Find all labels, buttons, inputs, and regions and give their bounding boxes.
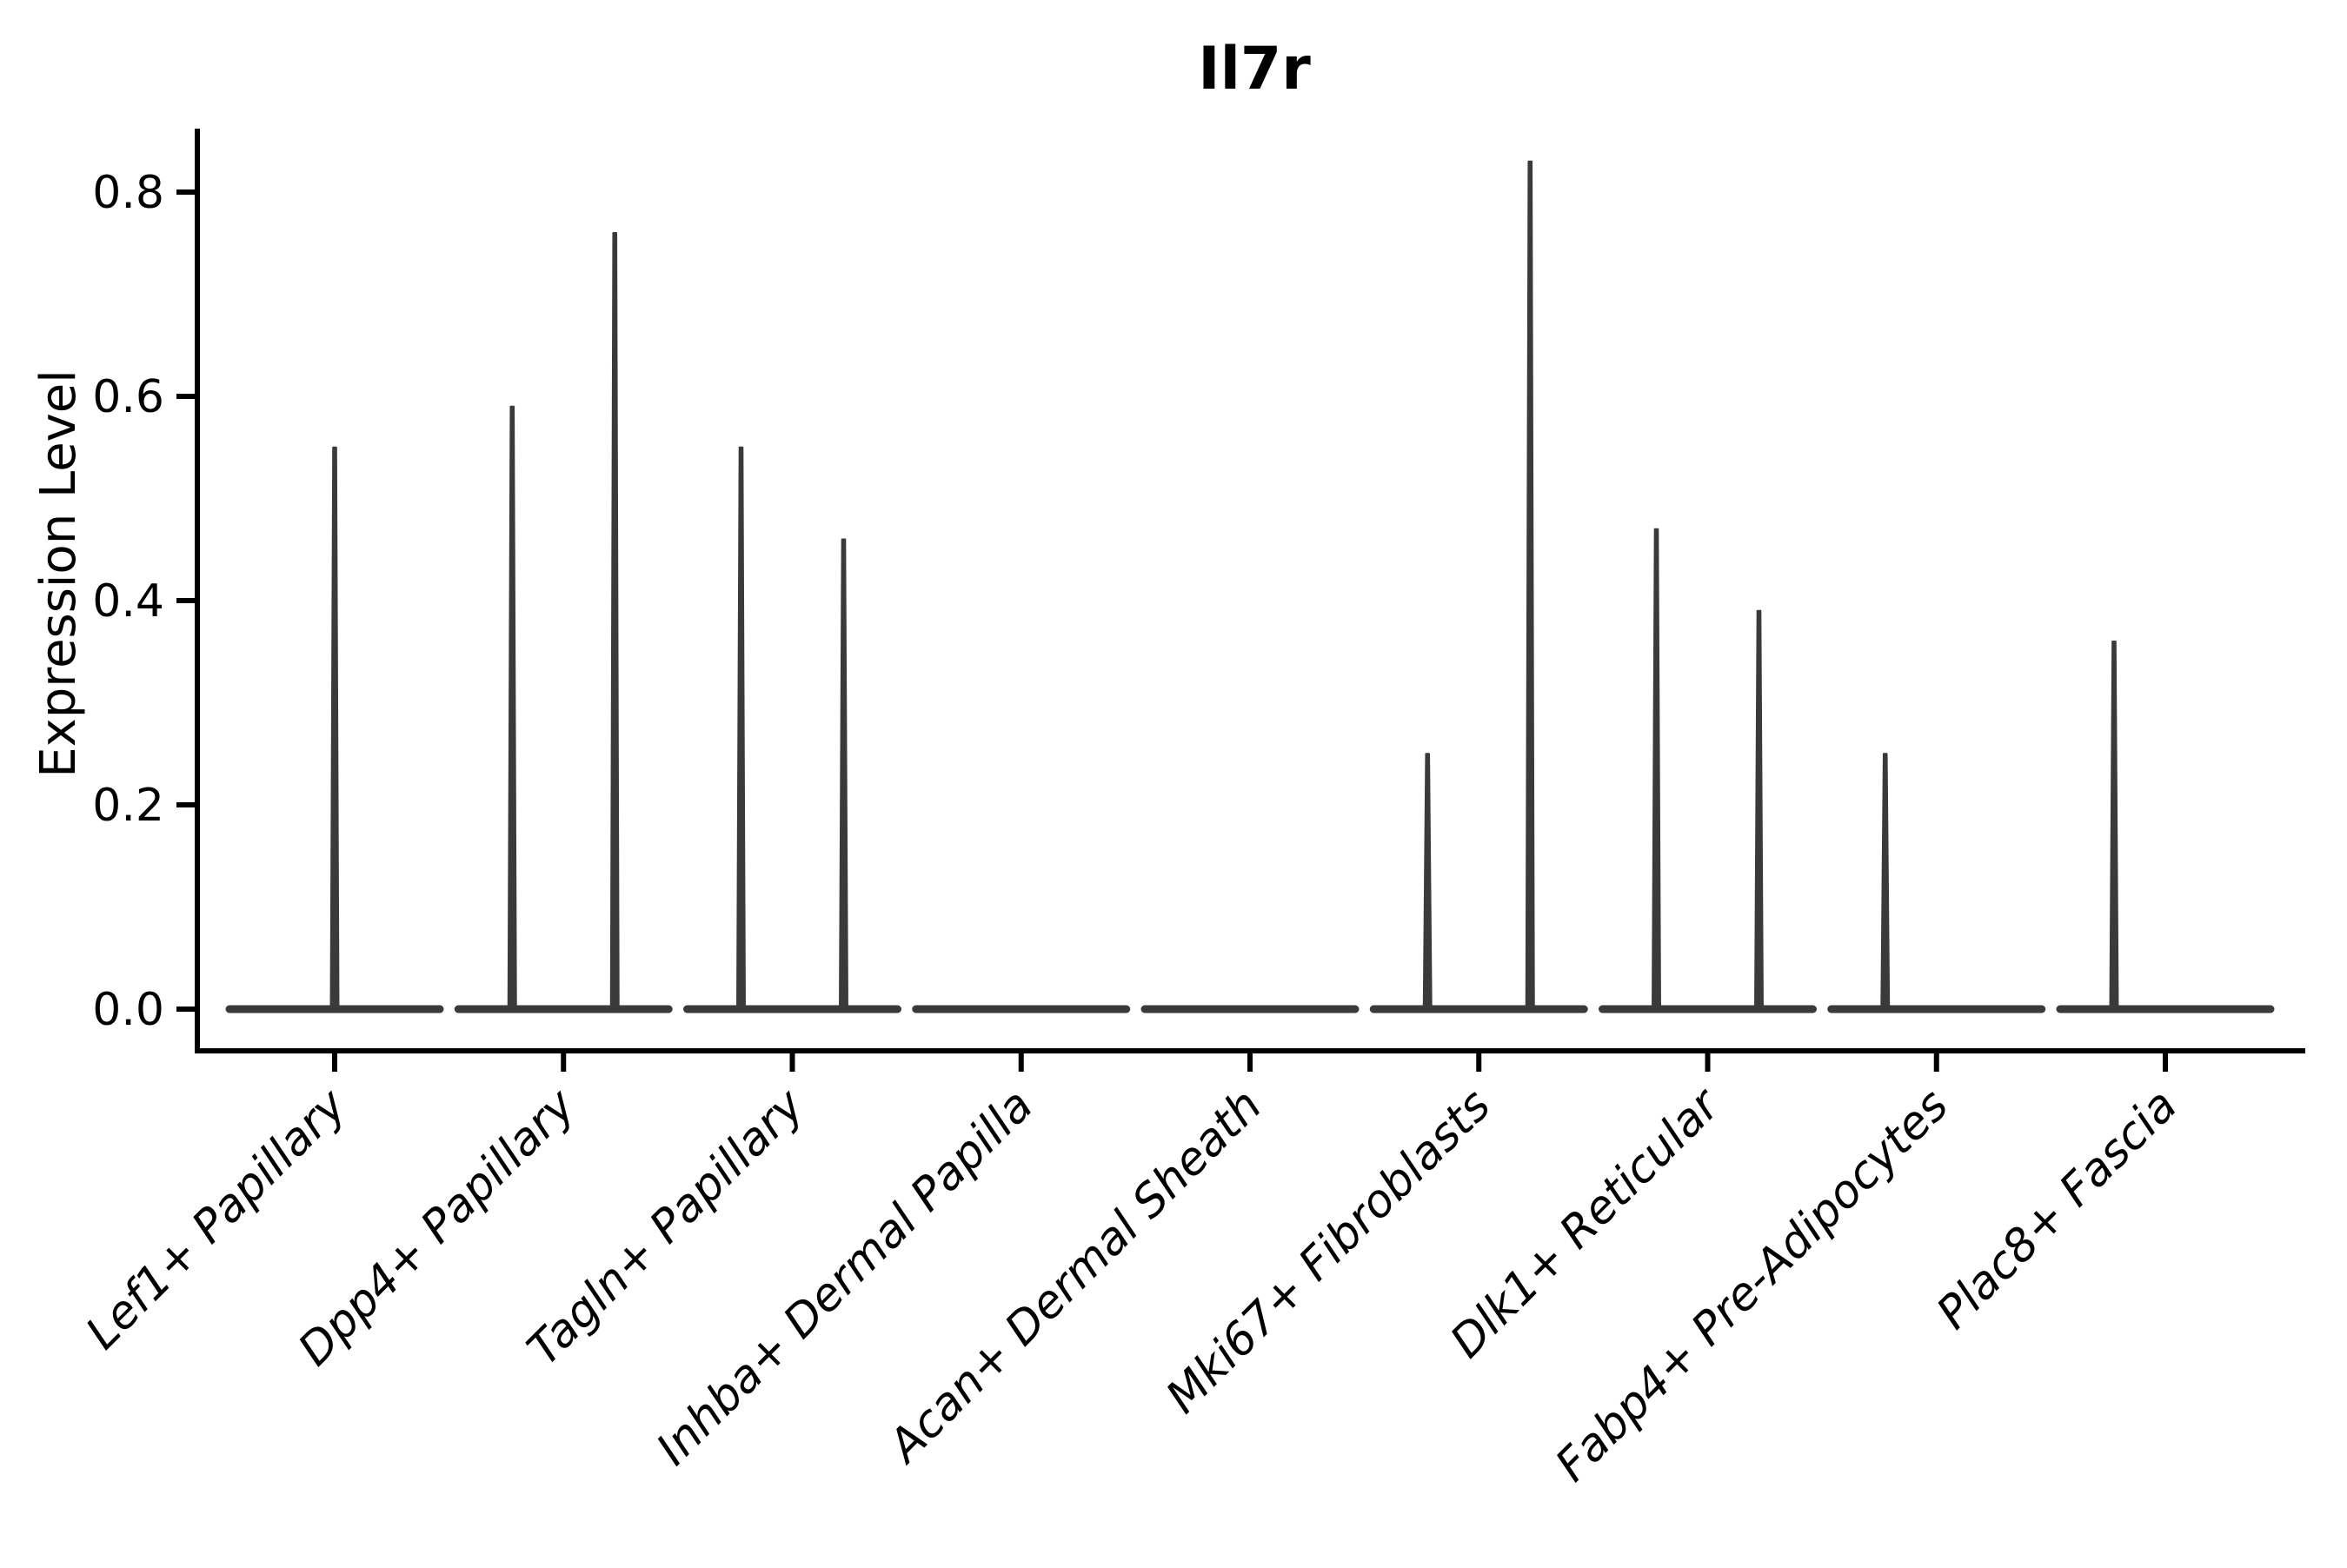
violin-cell: [683, 446, 901, 1013]
x-tick-label: Fabp4+ Pre-Adipocytes: [1546, 1080, 1958, 1492]
violin-cell: [1369, 160, 1588, 1013]
x-tick-label: Plac8+ Fascia: [1927, 1080, 2187, 1339]
violin-spike: [609, 232, 620, 1013]
violin-spike: [736, 446, 746, 1013]
violins-group: [225, 160, 2275, 1013]
violin-spike: [507, 405, 517, 1013]
violin-spike: [1880, 753, 1891, 1013]
violin-spike: [1525, 160, 1535, 1013]
y-tick-label: 0.0: [92, 984, 164, 1036]
violin-cell: [454, 232, 673, 1013]
violin-cell: [1599, 528, 1817, 1013]
y-axis: 0.0 0.2 0.4 0.6 0.8: [92, 167, 197, 1036]
x-tick-label: Inhba+ Dermal Papilla: [647, 1080, 1043, 1476]
violin-spike: [2109, 641, 2119, 1013]
violin-cell: [2056, 641, 2275, 1013]
y-tick-label: 0.6: [92, 371, 164, 423]
violin-spike: [1754, 609, 1764, 1013]
y-tick-label: 0.2: [92, 780, 164, 832]
violin-spike: [329, 446, 340, 1013]
chart-title: Il7r: [1198, 35, 1311, 103]
x-tick-label: Acan+ Dermal Sheath: [877, 1080, 1272, 1474]
violin-spike: [839, 538, 848, 1013]
y-tick-label: 0.8: [92, 167, 164, 219]
y-tick-label: 0.4: [92, 575, 164, 628]
y-axis-label: Expression Level: [30, 369, 87, 778]
violin-spike: [1422, 753, 1433, 1013]
violin-cell: [225, 446, 444, 1013]
violin-cell: [1827, 753, 2046, 1013]
violin-spike: [1652, 528, 1661, 1013]
